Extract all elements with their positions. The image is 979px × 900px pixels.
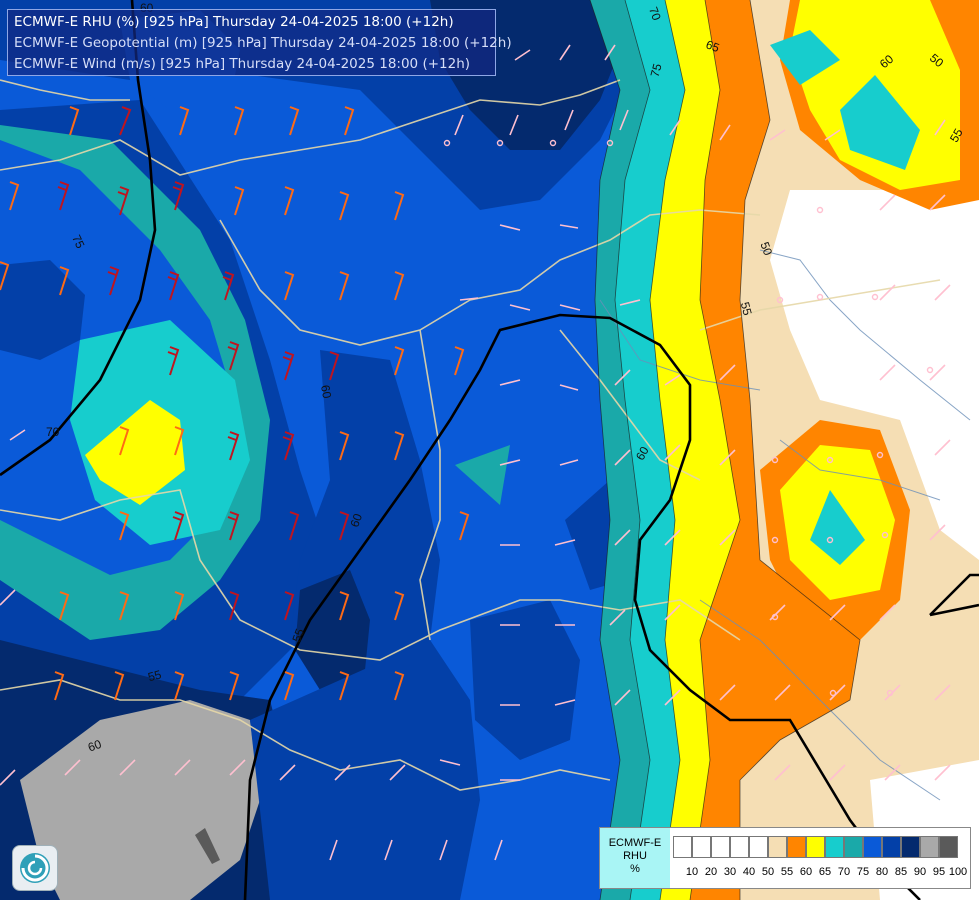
legend-tick-label: 95 <box>932 866 946 878</box>
legend-tick-row: 10 20 30 40 50 55 60 65 70 75 80 85 90 95 100 <box>673 866 973 880</box>
legend-swatch <box>844 836 863 858</box>
contour-label: 55 <box>146 667 163 684</box>
rhu-band-85-southeast <box>250 640 480 900</box>
legend-label-line: RHU <box>623 850 647 862</box>
rhu-contour-lines <box>589 0 861 900</box>
map-title-box: ECMWF-E RHU (%) [925 hPa] Thursday 24-04… <box>7 9 512 76</box>
contour-label: 70 <box>46 425 60 439</box>
contour-label: 60 <box>633 444 652 463</box>
country-borders <box>0 79 941 791</box>
legend-swatch <box>806 836 825 858</box>
contour-label: 55 <box>738 300 755 317</box>
rhu-band-70-central <box>455 445 510 505</box>
contour-label: 55 <box>289 626 307 644</box>
legend-tick-label: 55 <box>780 866 794 878</box>
legend-tick-label: 10 <box>685 866 699 878</box>
legend-tick-label: 50 <box>761 866 775 878</box>
legend-tick-label: 85 <box>894 866 908 878</box>
wind-barbs-moderate <box>0 106 470 701</box>
legend-tick-label: 75 <box>856 866 870 878</box>
legend-tick-label: 65 <box>818 866 832 878</box>
contour-label-group: 70 65 50 60 55 75 50 55 75 70 60 55 60 5… <box>46 1 966 755</box>
title-geopotential: ECMWF-E Geopotential (m) [925 hPa] Thurs… <box>14 35 512 51</box>
legend-label: ECMWF-E RHU % <box>600 828 670 888</box>
title-wind: ECMWF-E Wind (m/s) [925 hPa] Thursday 24… <box>14 56 471 72</box>
rhu-band-100-spot <box>195 828 220 864</box>
legend-swatch <box>863 836 882 858</box>
legend-tick-label: 100 <box>948 866 968 878</box>
wind-calm-markers <box>443 139 934 697</box>
legend-swatch-row <box>673 836 958 858</box>
contour-label: 60 <box>86 737 104 755</box>
legend-tick-label: 90 <box>913 866 927 878</box>
legend-tick-label: 80 <box>875 866 889 878</box>
title-rhu: ECMWF-E RHU (%) [925 hPa] Thursday 24-04… <box>14 14 454 30</box>
river-lines <box>599 249 971 801</box>
rhu-band-65-northeast-b <box>840 75 920 170</box>
legend-swatch <box>787 836 806 858</box>
legend-swatch <box>730 836 749 858</box>
rhu-band-95-southwest <box>20 700 260 900</box>
contour-label: 60 <box>347 511 365 529</box>
legend-swatch <box>768 836 787 858</box>
rhu-legend: ECMWF-E RHU % 10 20 30 40 50 55 60 65 70 75 80 85 90… <box>599 827 971 889</box>
legend-swatch <box>711 836 730 858</box>
legend-swatch <box>901 836 920 858</box>
legend-swatch <box>692 836 711 858</box>
legend-tick-label: 70 <box>837 866 851 878</box>
legend-tick-label: 30 <box>723 866 737 878</box>
legend-label-line: ECMWF-E <box>608 837 662 849</box>
contour-label: 50 <box>757 240 775 258</box>
ecmwf-swirl-icon <box>20 853 50 883</box>
contour-label: 75 <box>648 62 665 79</box>
legend-tick-label: 60 <box>799 866 813 878</box>
legend-label-line: % <box>630 863 640 875</box>
contour-label: 70 <box>646 5 664 23</box>
legend-swatch <box>749 836 768 858</box>
legend-swatch <box>882 836 901 858</box>
legend-swatch <box>920 836 939 858</box>
legend-swatch <box>825 836 844 858</box>
legend-tick-label: 20 <box>704 866 718 878</box>
rhu-band-65-east-core <box>810 490 865 565</box>
contour-label: 60 <box>318 384 334 400</box>
legend-swatch <box>939 836 958 858</box>
rhu-band-90-central <box>295 570 370 690</box>
legend-tick-label: 40 <box>742 866 756 878</box>
ecmwf-logo <box>12 845 58 891</box>
rhu-band-60-west <box>85 400 185 505</box>
wind-barbs-strong <box>57 106 350 621</box>
rhu-band-65-northeast-a <box>770 30 840 85</box>
contour-label: 55 <box>947 126 966 145</box>
rhu-band-85-south <box>470 600 580 760</box>
contour-label: 65 <box>704 37 722 55</box>
contour-label: 75 <box>69 233 87 251</box>
legend-swatch <box>673 836 692 858</box>
